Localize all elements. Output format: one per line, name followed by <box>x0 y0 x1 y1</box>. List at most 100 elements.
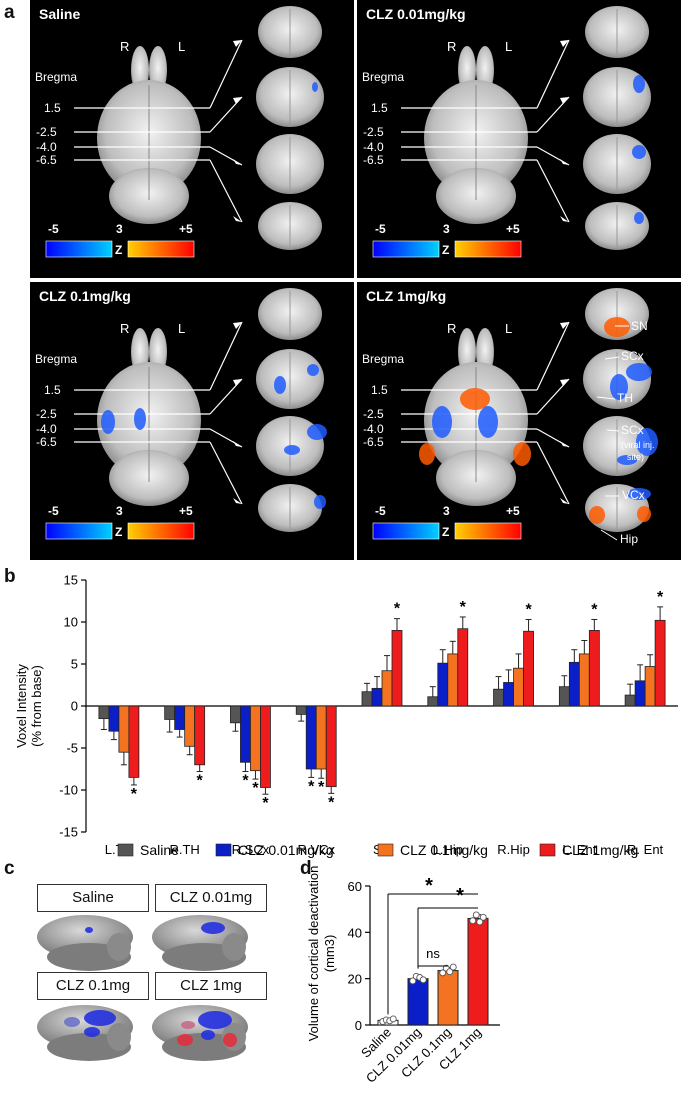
scale-max-label: +5 <box>179 222 193 236</box>
scale-min-label: -5 <box>48 504 59 518</box>
scale-bar-positive <box>127 240 195 258</box>
bar <box>578 653 590 707</box>
activation-blob <box>627 488 651 500</box>
activation-blob <box>589 506 605 524</box>
level-arrow <box>209 441 243 505</box>
y-axis-label-line: (mm3) <box>322 935 337 973</box>
bar <box>194 705 206 766</box>
bregma-level: -2.5 <box>363 125 384 139</box>
comparison-label: * <box>425 875 433 897</box>
scale-bar-positive <box>127 522 195 540</box>
side-label-l: L <box>505 39 512 54</box>
bar <box>427 696 439 707</box>
scale-bar-negative <box>372 240 440 258</box>
y-axis-label: Volume of cortical deactivation(mm3) <box>306 866 337 1042</box>
brain-panel-1: CLZ 0.01mg/kg R L Bregma 1.5 -2.5 -4.0 -6.5 -5 3 +… <box>357 0 681 278</box>
bar <box>407 978 429 1026</box>
legend-swatch <box>377 843 394 857</box>
bar <box>164 705 176 720</box>
region-pointer <box>600 529 618 541</box>
activation-blob <box>633 75 645 93</box>
arrow-head <box>560 216 569 222</box>
y-tick-label: 40 <box>348 925 362 940</box>
side-label-r: R <box>447 321 456 336</box>
bar <box>503 682 514 707</box>
arrow-head <box>560 97 569 104</box>
significance-marker: * <box>460 599 467 616</box>
brain-panel-graphics: R L Bregma 1.5 -2.5-4.0-6.5 -5 3 +5 Z <box>362 6 651 258</box>
bar <box>588 630 600 707</box>
bar <box>240 705 251 763</box>
region-label: TH <box>617 391 633 405</box>
scale-max-label: +5 <box>179 504 193 518</box>
significance-marker: * <box>591 601 598 618</box>
activation-blob <box>134 408 146 430</box>
activation-blob <box>314 495 326 509</box>
arrow-head <box>560 40 569 47</box>
brain-3d-blob <box>84 1027 100 1037</box>
scale-mid-label: 3 <box>116 222 123 236</box>
bar <box>295 705 307 715</box>
x-tick-label: L. Ent <box>562 842 596 857</box>
x-tick-label: R.SCx <box>232 842 270 857</box>
significance-marker: * <box>525 601 532 618</box>
activation-blob <box>312 82 318 92</box>
arrow-head <box>233 97 242 104</box>
level-arrow <box>536 441 570 505</box>
brain-3d-cerebellum <box>222 933 246 961</box>
brain-3d-blob <box>64 1017 80 1027</box>
bregma-level: -4.0 <box>363 140 384 154</box>
significance-marker: * <box>318 779 325 796</box>
x-tick-label: R.Hip <box>497 842 530 857</box>
bregma-label: Bregma <box>35 70 77 84</box>
bar <box>230 705 241 724</box>
bar <box>437 970 459 1026</box>
cortical-deactivation-chart: Volume of cortical deactivation(mm3) 60 40… <box>306 866 500 1086</box>
bregma-level: 1.5 <box>44 101 61 115</box>
bar <box>558 686 570 707</box>
x-tick-label: R.VCx <box>297 842 335 857</box>
region-label: SCx <box>621 349 644 363</box>
bar <box>184 705 196 747</box>
scale-bar-negative <box>45 240 113 258</box>
brain-3d-blob <box>181 1021 195 1029</box>
bar <box>467 917 489 1026</box>
region-label: SCx <box>621 423 644 437</box>
brain-panel-title: Saline <box>39 6 81 22</box>
scale-min-label: -5 <box>375 504 386 518</box>
panel-label-b: b <box>4 566 16 587</box>
y-tick-label: 0 <box>355 1018 362 1033</box>
side-label-r: R <box>447 39 456 54</box>
legend-label: CLZ 0.01mg/kg <box>238 842 334 858</box>
arrow-head <box>233 498 242 504</box>
scale-bar-negative <box>372 522 440 540</box>
data-point <box>409 977 417 985</box>
bar <box>315 705 327 770</box>
bar <box>381 670 393 707</box>
brain-panel-graphics: R L Bregma 1.5 -2.5-4.0-6.5 SN SCx TH SCx (viral … <box>362 288 658 546</box>
panel-label-d: d <box>300 858 312 879</box>
y-tick-label: 5 <box>71 657 78 672</box>
significance-marker: * <box>197 773 204 790</box>
bar <box>98 705 110 720</box>
arrow-head <box>233 216 242 222</box>
activation-blob <box>610 374 628 400</box>
side-label-l: L <box>178 321 185 336</box>
activation-blob <box>634 212 644 224</box>
scale-mid-label: 3 <box>116 504 123 518</box>
comparison-label: * <box>456 885 464 907</box>
y-tick-label: 0 <box>71 699 78 714</box>
arrow-head <box>560 379 569 386</box>
bar <box>128 705 140 778</box>
bregma-level: -6.5 <box>363 435 384 449</box>
scale-z-label: Z <box>442 525 449 539</box>
y-tick-label: 20 <box>348 972 362 987</box>
brain-3d-blob <box>223 1033 237 1047</box>
bregma-level: -6.5 <box>36 435 57 449</box>
y-tick-label: -15 <box>59 825 78 840</box>
brain-3d-cerebellum <box>107 933 131 961</box>
scale-min-label: -5 <box>375 222 386 236</box>
bar <box>371 687 383 707</box>
data-point <box>446 968 454 976</box>
arrow-head <box>560 322 569 329</box>
